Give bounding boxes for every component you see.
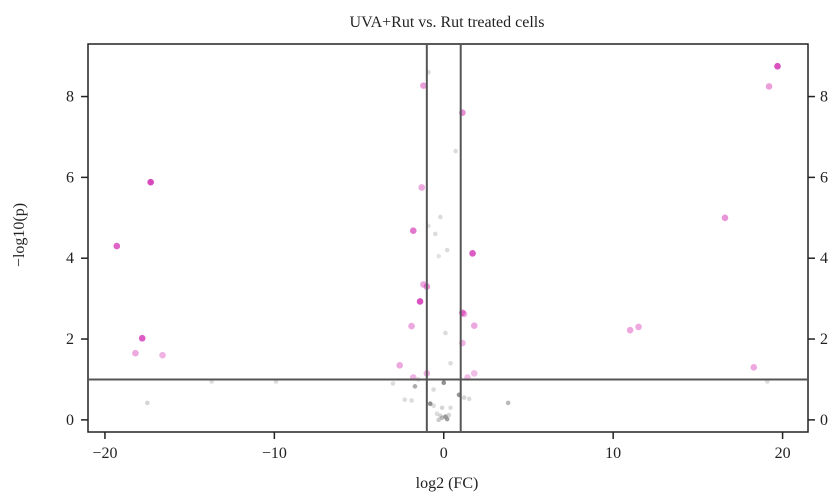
data-point-significant bbox=[469, 250, 476, 257]
x-tick-label: −20 bbox=[92, 445, 117, 462]
data-point-not-significant bbox=[439, 405, 445, 411]
data-point-not-significant bbox=[436, 417, 441, 423]
data-point-significant bbox=[765, 83, 773, 90]
data-point-not-significant bbox=[412, 384, 418, 389]
data-point-significant bbox=[132, 349, 139, 357]
data-point-significant bbox=[460, 310, 468, 318]
data-point-not-significant bbox=[441, 380, 447, 385]
data-point-significant bbox=[147, 178, 154, 186]
data-point-significant bbox=[470, 370, 478, 377]
data-point-not-significant bbox=[144, 400, 150, 406]
data-point-significant bbox=[396, 362, 404, 369]
chart-title: UVA+Rut vs. Rut treated cells bbox=[350, 14, 545, 31]
data-point-not-significant bbox=[431, 403, 436, 409]
y-axis-left: 0 2 4 6 8 bbox=[66, 89, 88, 429]
data-point-not-significant bbox=[453, 148, 458, 154]
data-point-significant bbox=[113, 242, 121, 250]
data-point-not-significant bbox=[436, 253, 441, 259]
y-tick-label-left: 8 bbox=[66, 89, 74, 106]
data-point-not-significant bbox=[439, 415, 445, 421]
y-tick-label-left: 2 bbox=[66, 331, 74, 348]
data-point-not-significant bbox=[434, 411, 440, 417]
data-point-significant bbox=[409, 227, 417, 235]
data-point-significant bbox=[420, 82, 427, 89]
x-tick-label: 10 bbox=[605, 445, 621, 462]
data-point-significant bbox=[635, 323, 642, 331]
x-axis-label: log2 (FC) bbox=[416, 475, 479, 492]
y-tick-label-left: 0 bbox=[66, 412, 74, 429]
data-point-not-significant bbox=[402, 397, 408, 402]
data-point-not-significant bbox=[446, 412, 452, 418]
x-tick-label: 0 bbox=[440, 445, 448, 462]
data-point-not-significant bbox=[390, 381, 396, 386]
data-point-significant bbox=[721, 214, 729, 222]
x-tick-label: 20 bbox=[775, 445, 791, 462]
data-point-significant bbox=[470, 322, 478, 330]
data-point-significant bbox=[626, 326, 634, 334]
data-point-not-significant bbox=[427, 401, 433, 407]
data-point-not-significant bbox=[431, 387, 436, 392]
y-tick-label-right: 0 bbox=[820, 412, 828, 429]
y-axis-right: 0 2 4 6 8 bbox=[808, 89, 828, 429]
data-point-not-significant bbox=[444, 247, 450, 253]
y-tick-label-right: 2 bbox=[820, 331, 828, 348]
data-point-significant bbox=[416, 298, 424, 305]
data-point-not-significant bbox=[448, 405, 453, 411]
y-axis-label: −log10(p) bbox=[11, 203, 28, 267]
threshold-lines bbox=[88, 44, 808, 432]
data-point-not-significant bbox=[461, 395, 467, 400]
y-tick-label-left: 6 bbox=[66, 169, 74, 186]
y-tick-label-right: 8 bbox=[820, 89, 828, 106]
x-tick-label: −10 bbox=[262, 445, 287, 462]
data-point-not-significant bbox=[444, 416, 450, 422]
data-point-significant bbox=[138, 334, 146, 342]
data-point-not-significant bbox=[438, 214, 443, 220]
data-point-not-significant bbox=[448, 360, 453, 366]
data-point-not-significant bbox=[409, 398, 414, 403]
y-tick-label-right: 4 bbox=[820, 250, 828, 267]
data-point-significant bbox=[750, 364, 758, 371]
plot-frame bbox=[87, 43, 809, 433]
y-tick-label-left: 4 bbox=[66, 250, 74, 267]
data-point-not-significant bbox=[432, 231, 438, 237]
data-point-not-significant bbox=[443, 330, 448, 336]
y-tick-label-right: 6 bbox=[820, 169, 828, 186]
data-point-significant bbox=[408, 322, 415, 330]
x-axis: −20 −10 0 10 20 bbox=[92, 432, 791, 462]
data-point-not-significant bbox=[505, 400, 511, 406]
data-point-significant bbox=[418, 184, 426, 191]
plot-area bbox=[113, 62, 781, 423]
data-point-not-significant bbox=[466, 396, 472, 402]
data-point-significant bbox=[774, 62, 781, 70]
data-point-significant bbox=[159, 351, 166, 359]
